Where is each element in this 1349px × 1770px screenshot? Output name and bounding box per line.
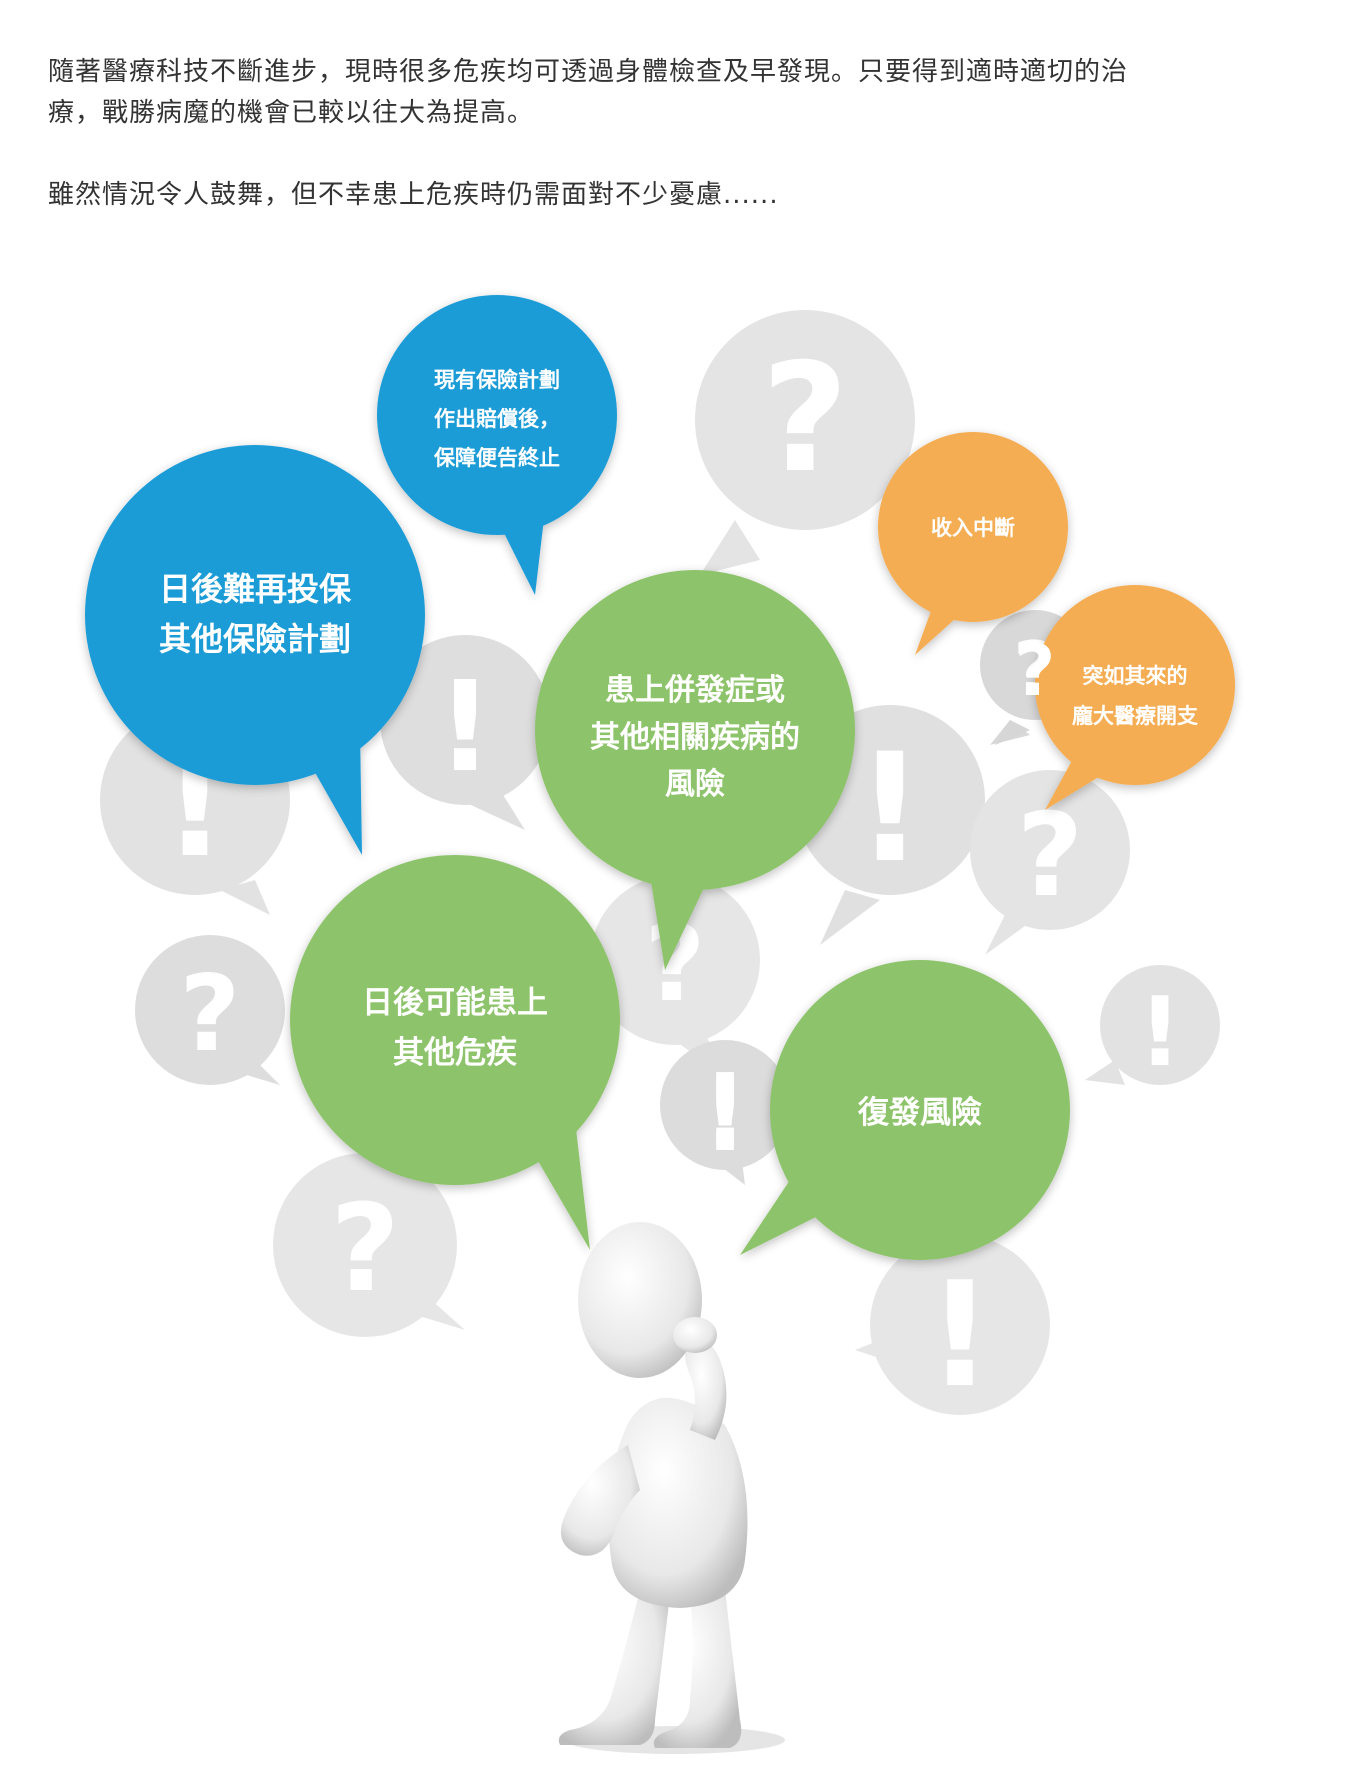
bubble-tail [650,875,710,970]
bubble-unexpected-expenses-line-1: 突如其來的 [1083,664,1188,688]
bubble-body [770,960,1070,1260]
bubble-unexpected-expenses: 突如其來的 龐大醫療開支 [1035,585,1235,810]
background-question-bubble: ? [695,310,915,575]
bubble-recurrence-risk: 復發風險 [740,960,1070,1260]
bubble-complications-risk-line-3: 風險 [665,767,725,802]
figure-hand [673,1317,717,1353]
foreground-background-bubbles: ? ! [702,630,1055,1174]
background-bubbles: ? ! ! ? ! ? ? [100,310,1220,1420]
background-mark: ! [702,1057,748,1174]
bubble-claim-termination: 現有保險計劃 作出賠償後， 保障便告終止 [377,295,617,595]
thinking-figure [558,1222,785,1754]
background-exclamation-bubble: ! [1085,965,1220,1088]
background-question-bubble: ? [590,875,760,1080]
intro-text: 隨著醫療科技不斷進步，現時很多危疾均可透過身體檢查及早發現。只要得到適時適切的治… [48,52,1308,216]
background-mark: ! [436,655,493,800]
bubble-reinsure-difficulty: 日後難再投保 其他保險計劃 [85,445,425,855]
bubble-complications-risk: 患上併發症或 其他相關疾病的 風險 [535,570,855,970]
background-question-bubble: ? [135,935,285,1085]
background-question-bubble: ? [970,770,1130,955]
bubble-income-interruption: 收入中斷 [878,432,1068,655]
background-mark: ! [1138,978,1181,1088]
figure-left-leg [558,1590,670,1745]
background-mark: ! [856,722,924,896]
background-exclamation-bubble: ! [380,635,550,830]
background-mark: ? [1015,630,1056,712]
bubble-unexpected-expenses-line-2: 龐大醫療開支 [1072,704,1199,728]
bubble-other-critical-illness: 日後可能患上 其他危疾 [290,855,620,1250]
bubble-reinsure-difficulty-line-2: 其他保險計劃 [159,620,351,658]
intro-paragraph-1-line-1: 隨著醫療科技不斷進步，現時很多危疾均可透過身體檢查及早發現。只要得到適時適切的治 [48,57,1129,87]
bubble-income-interruption-line-1: 收入中斷 [931,516,1015,540]
intro-paragraph-1: 隨著醫療科技不斷進步，現時很多危疾均可透過身體檢查及早發現。只要得到適時適切的治… [48,52,1308,134]
bubble-other-critical-illness-line-1: 日後可能患上 [362,985,548,1021]
background-exclamation-bubble: ! [660,1040,790,1185]
bubble-recurrence-risk-line-1: 復發風險 [857,1095,982,1131]
background-mark: ? [180,953,241,1075]
bubble-complications-risk-line-1: 患上併發症或 [605,673,785,708]
background-exclamation-bubble: ! [855,1235,1050,1420]
background-mark: ? [761,332,848,506]
figure-right-leg [653,1590,742,1748]
background-mark: ? [330,1180,400,1319]
figure-left-arm [560,1445,640,1556]
figure-right-arm [685,1339,727,1440]
bubble-body [535,570,855,890]
bubble-body [290,855,620,1185]
bubble-body [377,295,617,535]
bubble-body [878,432,1068,622]
bubble-claim-termination-line-3: 保障便告終止 [433,446,560,470]
background-mark: ? [1017,789,1084,923]
bubble-body [1035,585,1235,785]
background-mark: ! [702,1052,748,1169]
bubble-body [85,445,425,785]
background-question-bubble: ? [995,630,1055,745]
bubble-complications-risk-line-2: 其他相關疾病的 [590,720,800,755]
background-mark: ! [927,1251,993,1420]
figure-torso [608,1397,748,1608]
bubble-other-critical-illness-line-2: 其他危疾 [393,1035,517,1071]
bubble-claim-termination-line-1: 現有保險計劃 [434,368,560,392]
background-question-bubble: ? [273,1153,465,1337]
bubble-reinsure-difficulty-line-1: 日後難再投保 [159,570,352,608]
intro-paragraph-1-line-2: 療，戰勝病魔的機會已較以往大為提高。 [48,98,535,128]
figure-head [578,1222,702,1378]
intro-paragraph-2: 雖然情況令人鼓舞，但不幸患上危疾時仍需面對不少憂慮...... [48,180,779,210]
background-exclamation-bubble: ! [702,1057,748,1174]
bubble-claim-termination-line-2: 作出賠償後， [434,407,560,431]
